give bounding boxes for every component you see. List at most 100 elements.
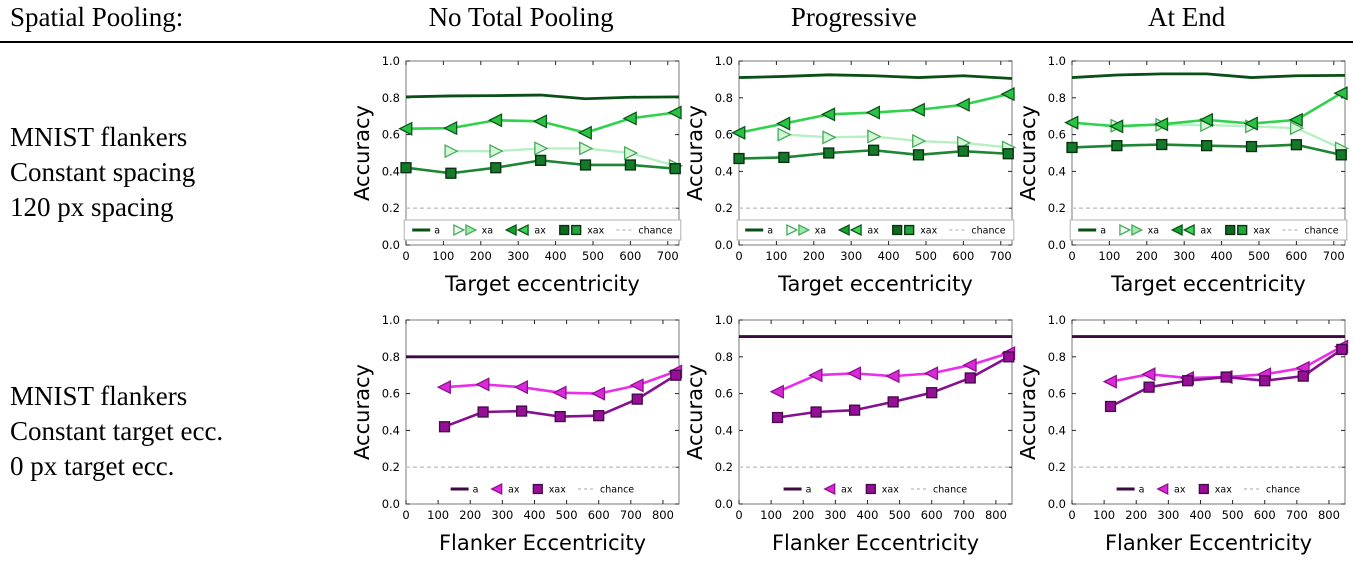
- svg-text:1.0: 1.0: [715, 54, 733, 68]
- svg-text:0.4: 0.4: [715, 164, 733, 178]
- svg-text:500: 500: [1248, 249, 1270, 263]
- row-label-constant-target-ecc: MNIST flankers Constant target ecc. 0 px…: [0, 302, 354, 561]
- svg-text:0: 0: [402, 508, 409, 522]
- svg-text:0.8: 0.8: [382, 350, 400, 364]
- svg-text:400: 400: [1211, 249, 1233, 263]
- chart-row2-at-end: 0 100 200 300 400 500 600 700 800 0.0 0.2 0.4 0.6 0.8…: [1016, 302, 1353, 561]
- line-chart-svg: 0 100 200 300 400 500 600 700 0.0 0.2 0.4 0.6 0.8 1.0…: [350, 54, 684, 296]
- svg-text:chance: chance: [600, 485, 634, 496]
- svg-text:600: 600: [619, 249, 641, 263]
- svg-text:0.8: 0.8: [715, 350, 733, 364]
- svg-text:0.6: 0.6: [1048, 387, 1066, 401]
- svg-text:a: a: [767, 226, 773, 237]
- svg-text:0.8: 0.8: [1048, 91, 1066, 105]
- svg-text:chance: chance: [638, 226, 672, 237]
- svg-text:400: 400: [1189, 508, 1211, 522]
- column-title-progressive: Progressive: [790, 2, 917, 32]
- column-title-no-total-pooling: No Total Pooling: [428, 2, 614, 32]
- svg-text:0.8: 0.8: [1048, 350, 1066, 364]
- svg-text:300: 300: [507, 249, 529, 263]
- svg-text:0.4: 0.4: [1048, 423, 1066, 437]
- row-label-line: Constant spacing: [10, 156, 196, 187]
- svg-text:600: 600: [952, 249, 974, 263]
- chart-row1-progressive: 0 100 200 300 400 500 600 700 0.0 0.2 0.4 0.6 0.8 1.0…: [683, 43, 1020, 302]
- svg-text:0: 0: [1068, 249, 1075, 263]
- svg-text:200: 200: [1125, 508, 1147, 522]
- svg-text:700: 700: [1286, 508, 1308, 522]
- svg-text:0.8: 0.8: [715, 91, 733, 105]
- svg-text:xax: xax: [549, 485, 566, 496]
- chart-row1-at-end: 0 100 200 300 400 500 600 700 0.0 0.2 0.4 0.6 0.8 1.0…: [1016, 43, 1353, 302]
- svg-text:300: 300: [491, 508, 513, 522]
- svg-text:0.4: 0.4: [382, 423, 400, 437]
- svg-text:0: 0: [1068, 508, 1075, 522]
- chart-row2-no-total-pooling: 0 100 200 300 400 500 600 700 800 0.0 0.2 0.4 0.6 0.8…: [350, 302, 687, 561]
- svg-text:chance: chance: [971, 226, 1005, 237]
- svg-text:300: 300: [840, 249, 862, 263]
- svg-text:600: 600: [1285, 249, 1307, 263]
- svg-text:a: a: [473, 485, 479, 496]
- svg-text:xax: xax: [1253, 226, 1270, 237]
- figure-row-constant-target-ecc: MNIST flankers Constant target ecc. 0 px…: [0, 302, 1353, 561]
- svg-text:500: 500: [1222, 508, 1244, 522]
- svg-text:800: 800: [1318, 508, 1340, 522]
- svg-text:Flanker Eccentricity: Flanker Eccentricity: [1105, 531, 1312, 555]
- svg-text:400: 400: [878, 249, 900, 263]
- svg-text:xax: xax: [587, 226, 604, 237]
- svg-text:300: 300: [1157, 508, 1179, 522]
- row-label-line: 0 px target ecc.: [10, 451, 175, 482]
- svg-text:ax: ax: [508, 485, 520, 496]
- svg-text:0.8: 0.8: [382, 91, 400, 105]
- svg-text:0.4: 0.4: [715, 423, 733, 437]
- svg-text:Accuracy: Accuracy: [354, 364, 374, 460]
- svg-text:xax: xax: [920, 226, 937, 237]
- svg-text:200: 200: [470, 249, 492, 263]
- svg-text:chance: chance: [1304, 226, 1338, 237]
- svg-text:400: 400: [545, 249, 567, 263]
- svg-text:0.4: 0.4: [382, 164, 400, 178]
- svg-text:a: a: [434, 226, 440, 237]
- svg-text:Accuracy: Accuracy: [1020, 105, 1040, 201]
- svg-text:0.0: 0.0: [715, 238, 733, 252]
- svg-text:800: 800: [985, 508, 1007, 522]
- svg-text:Flanker Eccentricity: Flanker Eccentricity: [772, 531, 979, 555]
- svg-text:a: a: [1100, 226, 1106, 237]
- svg-text:0.6: 0.6: [715, 387, 733, 401]
- svg-text:Target eccentricity: Target eccentricity: [777, 272, 973, 296]
- svg-text:0.0: 0.0: [1048, 497, 1066, 511]
- svg-text:0.2: 0.2: [1048, 460, 1066, 474]
- svg-text:a: a: [1139, 485, 1145, 496]
- svg-text:200: 200: [803, 249, 825, 263]
- svg-text:400: 400: [523, 508, 545, 522]
- svg-text:700: 700: [620, 508, 642, 522]
- row-label-constant-spacing: MNIST flankers Constant spacing 120 px s…: [0, 43, 354, 302]
- svg-text:100: 100: [1098, 249, 1120, 263]
- svg-text:200: 200: [459, 508, 481, 522]
- svg-text:Target eccentricity: Target eccentricity: [1110, 272, 1306, 296]
- svg-text:0: 0: [402, 249, 409, 263]
- svg-text:0.6: 0.6: [382, 387, 400, 401]
- svg-text:xa: xa: [1148, 226, 1159, 237]
- svg-text:ax: ax: [534, 226, 546, 237]
- svg-text:xa: xa: [482, 226, 493, 237]
- figure-row-constant-spacing: MNIST flankers Constant spacing 120 px s…: [0, 43, 1353, 302]
- svg-text:0.0: 0.0: [382, 238, 400, 252]
- svg-text:1.0: 1.0: [382, 54, 400, 68]
- plots-row-2: 0 100 200 300 400 500 600 700 800 0.0 0.2 0.4 0.6 0.8…: [350, 302, 1353, 561]
- svg-text:1.0: 1.0: [382, 313, 400, 327]
- svg-text:0.6: 0.6: [1048, 128, 1066, 142]
- svg-text:500: 500: [915, 249, 937, 263]
- svg-text:700: 700: [1323, 249, 1345, 263]
- spatial-pooling-label: Spatial Pooling:: [10, 2, 184, 32]
- row-label-line: 120 px spacing: [10, 192, 174, 223]
- svg-text:chance: chance: [933, 485, 967, 496]
- svg-text:Accuracy: Accuracy: [1020, 364, 1040, 460]
- svg-text:0.4: 0.4: [1048, 164, 1066, 178]
- svg-text:ax: ax: [867, 226, 879, 237]
- svg-text:500: 500: [582, 249, 604, 263]
- svg-text:600: 600: [1254, 508, 1276, 522]
- svg-text:400: 400: [856, 508, 878, 522]
- row-label-line: MNIST flankers: [10, 121, 188, 152]
- svg-text:200: 200: [1136, 249, 1158, 263]
